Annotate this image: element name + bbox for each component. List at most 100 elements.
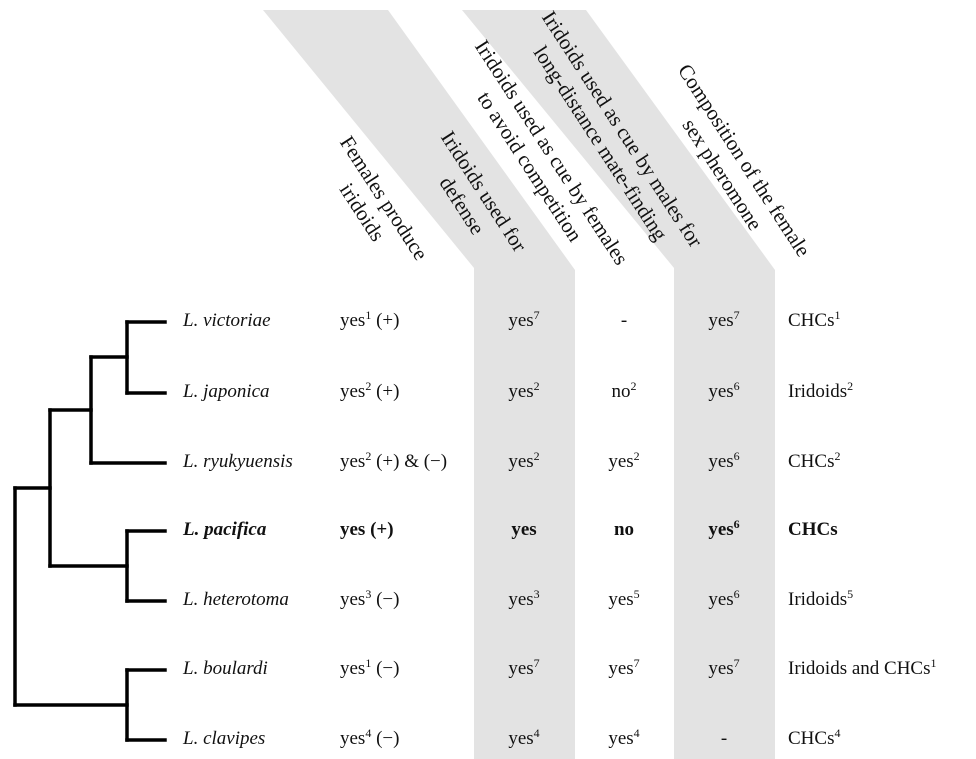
defense-cell: yes3 (464, 588, 584, 612)
pheromone-cell: Iridoids2 (788, 380, 853, 404)
pheromone-cell: CHCs4 (788, 727, 840, 751)
females_produce-value: yes (340, 589, 366, 610)
reference-superscript: 4 (365, 726, 372, 740)
defense-value: yes (508, 658, 534, 679)
reference-superscript: 2 (533, 379, 540, 393)
defense-value: yes (508, 589, 534, 610)
pheromone-cell: CHCs (788, 518, 838, 542)
reference-superscript: 2 (847, 379, 854, 393)
defense-value: yes (511, 519, 537, 540)
mate_finding-cell: yes6 (664, 518, 784, 542)
females_produce-value: yes (340, 451, 366, 472)
mate_finding-cell: yes7 (664, 657, 784, 681)
sign-annotation: (−) (371, 728, 400, 749)
reference-superscript: 3 (365, 587, 372, 601)
reference-superscript: 1 (365, 308, 372, 322)
reference-superscript: 6 (733, 379, 740, 393)
defense-cell: yes2 (464, 450, 584, 474)
sign-annotation: (+) & (−) (371, 451, 448, 472)
sign-annotation: (−) (371, 589, 400, 610)
defense-cell: yes7 (464, 657, 584, 681)
sign-annotation: (+) (371, 381, 400, 402)
avoid_competition-value: yes (608, 728, 634, 749)
mate_finding-value: yes (708, 658, 734, 679)
defense-cell: yes7 (464, 309, 584, 333)
pheromone-value: Iridoids (788, 589, 848, 610)
reference-superscript: 7 (533, 656, 540, 670)
mate_finding-value: yes (708, 519, 734, 540)
defense-value: yes (508, 310, 534, 331)
pheromone-cell: Iridoids5 (788, 588, 853, 612)
pheromone-value: CHCs (788, 728, 835, 749)
reference-superscript: 2 (630, 379, 637, 393)
avoid_competition-value: - (620, 310, 628, 331)
reference-superscript: 3 (533, 587, 540, 601)
reference-superscript: 2 (834, 449, 841, 463)
defense-value: yes (508, 381, 534, 402)
pheromone-cell: CHCs1 (788, 309, 840, 333)
reference-superscript: 4 (633, 726, 640, 740)
defense-column-band (263, 10, 575, 759)
reference-superscript: 2 (533, 449, 540, 463)
reference-superscript: 1 (930, 656, 937, 670)
defense-value: yes (508, 451, 534, 472)
defense-cell: yes4 (464, 727, 584, 751)
reference-superscript: 6 (733, 449, 740, 463)
reference-superscript: 2 (633, 449, 640, 463)
species-cell: L. ryukyuensis (183, 450, 293, 474)
reference-superscript: 4 (834, 726, 841, 740)
females_produce-value: yes (340, 728, 366, 749)
species-name: L. japonica (183, 381, 270, 402)
species-name: L. victoriae (183, 310, 271, 331)
pheromone-cell: CHCs2 (788, 450, 840, 474)
mate_finding-cell: yes6 (664, 380, 784, 404)
avoid_competition-cell: no (564, 518, 684, 542)
pheromone-cell: Iridoids and CHCs1 (788, 657, 937, 681)
reference-superscript: 7 (633, 656, 640, 670)
females_produce-value: yes (340, 381, 366, 402)
defense-value: yes (508, 728, 534, 749)
pheromone-value: Iridoids (788, 381, 848, 402)
defense-cell: yes2 (464, 380, 584, 404)
reference-superscript: 1 (365, 656, 372, 670)
mate_finding-cell: - (664, 727, 784, 751)
females_produce-cell: yes1 (−) (340, 657, 399, 681)
mate-finding-column-band (462, 10, 775, 759)
avoid_competition-value: yes (608, 451, 634, 472)
avoid_competition-cell: yes7 (564, 657, 684, 681)
reference-superscript: 7 (733, 656, 740, 670)
reference-superscript: 6 (733, 587, 740, 601)
avoid_competition-value: yes (608, 589, 634, 610)
reference-superscript: 5 (847, 587, 854, 601)
species-name: L. clavipes (183, 728, 266, 749)
defense-cell: yes (464, 518, 584, 542)
avoid_competition-cell: - (564, 309, 684, 333)
mate_finding-value: yes (708, 589, 734, 610)
reference-superscript: 6 (733, 517, 740, 531)
females_produce-value: yes (340, 658, 366, 679)
females_produce-value: yes (340, 310, 366, 331)
females_produce-cell: yes3 (−) (340, 588, 399, 612)
species-name: L. ryukyuensis (183, 451, 293, 472)
species-name: L. pacifica (183, 519, 267, 540)
sign-annotation: (−) (371, 658, 400, 679)
mate_finding-value: - (720, 728, 728, 749)
females_produce-cell: yes (+) (340, 518, 394, 542)
mate_finding-value: yes (708, 381, 734, 402)
avoid_competition-cell: yes2 (564, 450, 684, 474)
mate_finding-value: yes (708, 310, 734, 331)
sign-annotation: (+) (371, 310, 400, 331)
reference-superscript: 5 (633, 587, 640, 601)
females_produce-cell: yes2 (+) & (−) (340, 450, 447, 474)
females_produce-cell: yes2 (+) (340, 380, 399, 404)
species-cell: L. boulardi (183, 657, 268, 681)
avoid_competition-cell: yes4 (564, 727, 684, 751)
avoid_competition-cell: yes5 (564, 588, 684, 612)
mate_finding-cell: yes7 (664, 309, 784, 333)
avoid_competition-value: no (611, 381, 631, 402)
mate_finding-cell: yes6 (664, 588, 784, 612)
pheromone-value: Iridoids and CHCs (788, 658, 931, 679)
species-cell: L. clavipes (183, 727, 265, 751)
